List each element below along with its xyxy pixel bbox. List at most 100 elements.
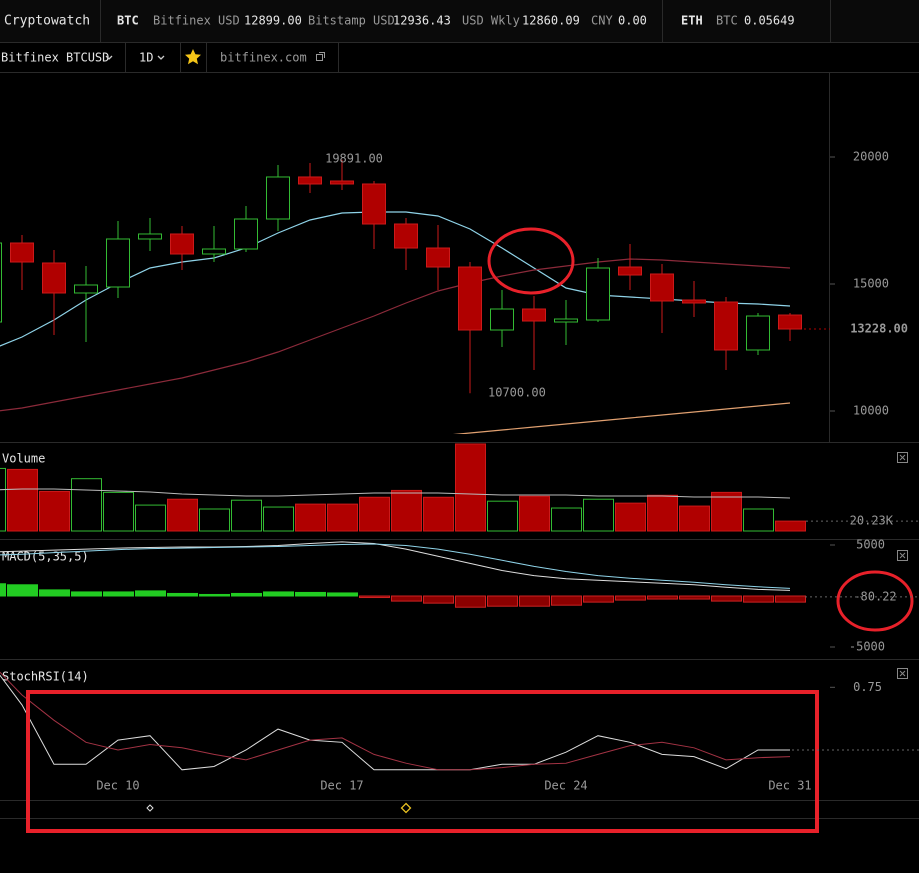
macd-line bbox=[0, 543, 791, 589]
volume-average bbox=[0, 488, 791, 499]
candle-body bbox=[42, 262, 66, 294]
pane-label: Volume bbox=[2, 452, 45, 466]
exchange[interactable]: CNY bbox=[591, 14, 613, 28]
volume-bar bbox=[711, 491, 742, 532]
dropdown-icon[interactable] bbox=[157, 55, 165, 60]
asset[interactable]: ETH bbox=[681, 14, 703, 28]
price-pane bbox=[0, 159, 802, 434]
event-marker[interactable] bbox=[146, 804, 154, 812]
candle-body bbox=[682, 299, 706, 304]
histogram-bar bbox=[775, 595, 806, 603]
highlight-box bbox=[26, 690, 819, 833]
histogram-bar bbox=[583, 595, 614, 603]
price[interactable]: 0.00 bbox=[618, 14, 647, 28]
y-tick-label: 15000 bbox=[853, 277, 889, 291]
exchange-link[interactable]: bitfinex.com bbox=[220, 51, 307, 65]
histogram-bar bbox=[295, 591, 326, 597]
histogram-bar bbox=[199, 593, 230, 597]
volume-bar bbox=[263, 506, 294, 532]
market-select[interactable]: Bitfinex BTCUSD bbox=[1, 51, 109, 65]
volume-bar bbox=[135, 504, 166, 532]
candle-body bbox=[650, 273, 674, 302]
macd-line bbox=[0, 541, 791, 591]
close-pane-button[interactable] bbox=[897, 550, 908, 561]
candle-body bbox=[74, 284, 98, 294]
volume-bar bbox=[775, 520, 806, 532]
price[interactable]: 12899.00 bbox=[244, 14, 302, 28]
histogram-bar bbox=[263, 591, 294, 597]
exchange[interactable]: USD Wkly bbox=[462, 14, 520, 28]
close-pane-button[interactable] bbox=[897, 668, 908, 679]
favorite-star[interactable] bbox=[185, 49, 201, 65]
volume-bar bbox=[167, 498, 198, 532]
x-tick-label: Dec 10 bbox=[96, 779, 139, 793]
candle-body bbox=[554, 318, 578, 323]
candle-body bbox=[714, 301, 738, 351]
histogram-bar bbox=[391, 595, 422, 602]
histogram-bar bbox=[0, 583, 6, 597]
candle-body bbox=[394, 223, 418, 249]
candle-body bbox=[138, 233, 162, 240]
histogram-bar bbox=[231, 592, 262, 597]
candle-body bbox=[586, 267, 610, 321]
highlight-circle bbox=[487, 227, 575, 295]
volume-bar bbox=[199, 508, 230, 532]
histogram-bar bbox=[647, 595, 678, 600]
high-label: 19891.00 bbox=[325, 151, 383, 165]
volume-bar bbox=[39, 490, 70, 532]
candle-body bbox=[458, 266, 482, 331]
volume-pane bbox=[0, 443, 806, 532]
volume-bar bbox=[327, 503, 358, 532]
price[interactable]: 0.05649 bbox=[744, 14, 795, 28]
candle-body bbox=[106, 238, 130, 288]
volume-bar bbox=[231, 499, 262, 532]
external-link-icon[interactable] bbox=[316, 52, 325, 61]
volume-bar bbox=[359, 496, 390, 532]
stochrsi-line bbox=[0, 671, 791, 771]
candle-body bbox=[618, 266, 642, 276]
y-tick-label: -5000 bbox=[849, 640, 885, 654]
close-pane-button[interactable] bbox=[897, 452, 908, 463]
histogram-bar bbox=[359, 595, 390, 599]
candle-body bbox=[0, 242, 2, 323]
exchange[interactable]: BTC bbox=[716, 14, 738, 28]
volume-bar bbox=[391, 489, 422, 532]
candle-body bbox=[330, 180, 354, 185]
exchange[interactable]: Bitstamp USD bbox=[308, 14, 395, 28]
price[interactable]: 12860.09 bbox=[522, 14, 580, 28]
volume-bar bbox=[519, 495, 550, 532]
histogram-bar bbox=[327, 592, 358, 597]
highlight-circle bbox=[836, 570, 914, 632]
volume-bar bbox=[583, 498, 614, 532]
volume-bar bbox=[551, 507, 582, 532]
volume-bar bbox=[295, 503, 326, 532]
volume-bar bbox=[647, 494, 678, 532]
candle-body bbox=[170, 233, 194, 255]
candle-body bbox=[298, 176, 322, 185]
stochrsi-pane bbox=[0, 671, 791, 771]
pane-label: StochRSI(14) bbox=[2, 670, 89, 684]
histogram-bar bbox=[487, 595, 518, 607]
exchange[interactable]: Bitfinex USD bbox=[153, 14, 240, 28]
dropdown-icon[interactable] bbox=[105, 55, 113, 60]
asset[interactable]: BTC bbox=[117, 14, 139, 28]
y-tick-label: 10000 bbox=[853, 404, 889, 418]
axes: 20000150001000013228.0020.23K5000-5000-8… bbox=[830, 149, 908, 694]
event-marker[interactable] bbox=[400, 802, 412, 814]
price[interactable]: 12936.43 bbox=[393, 14, 451, 28]
volume-bar bbox=[0, 467, 6, 532]
moving-average bbox=[452, 402, 791, 434]
histogram-bar bbox=[167, 592, 198, 597]
x-tick-label: Dec 31 bbox=[768, 779, 811, 793]
volume-bar bbox=[455, 443, 486, 532]
volume-bar bbox=[103, 491, 134, 532]
candle-body bbox=[490, 308, 514, 331]
brand[interactable]: Cryptowatch bbox=[4, 14, 90, 29]
volume-bar bbox=[615, 502, 646, 532]
candle-body bbox=[426, 247, 450, 268]
stochrsi-line bbox=[0, 674, 790, 771]
x-tick-label: Dec 24 bbox=[544, 779, 587, 793]
interval-select[interactable]: 1D bbox=[139, 51, 153, 65]
histogram-bar bbox=[743, 595, 774, 603]
